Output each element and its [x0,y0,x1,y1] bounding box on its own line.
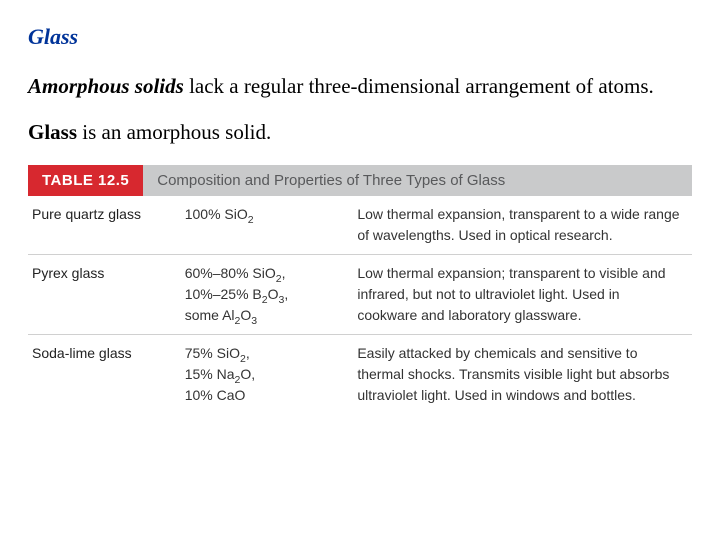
glass-term: Glass [28,120,77,144]
composition-cell: 100% SiO2 [181,196,354,255]
properties-cell: Low thermal expansion, transparent to a … [353,196,692,255]
glass-table: TABLE 12.5 Composition and Properties of… [28,165,692,414]
glass-name-cell: Pyrex glass [28,254,181,334]
table-row: Soda-lime glass75% SiO2,15% Na2O,10% CaO… [28,334,692,414]
properties-cell: Easily attacked by chemicals and sensiti… [353,334,692,414]
intro-paragraph: Amorphous solids lack a regular three-di… [28,72,692,100]
properties-cell: Low thermal expansion; transparent to vi… [353,254,692,334]
intro-term: Amorphous solids [28,74,184,98]
table-badge: TABLE 12.5 [28,165,143,196]
glass-paragraph: Glass is an amorphous solid. [28,118,692,146]
composition-cell: 75% SiO2,15% Na2O,10% CaO [181,334,354,414]
glass-rest: is an amorphous solid. [77,120,271,144]
table-header-bar: TABLE 12.5 Composition and Properties of… [28,165,692,196]
glass-name-cell: Soda-lime glass [28,334,181,414]
glass-name-cell: Pure quartz glass [28,196,181,255]
intro-rest: lack a regular three-dimensional arrange… [184,74,654,98]
table-row: Pyrex glass60%–80% SiO2,10%–25% B2O3,som… [28,254,692,334]
composition-cell: 60%–80% SiO2,10%–25% B2O3,some Al2O3 [181,254,354,334]
glass-data-table: Pure quartz glass100% SiO2Low thermal ex… [28,196,692,414]
table-row: Pure quartz glass100% SiO2Low thermal ex… [28,196,692,255]
page-heading: Glass [28,24,692,50]
table-caption: Composition and Properties of Three Type… [143,165,692,196]
